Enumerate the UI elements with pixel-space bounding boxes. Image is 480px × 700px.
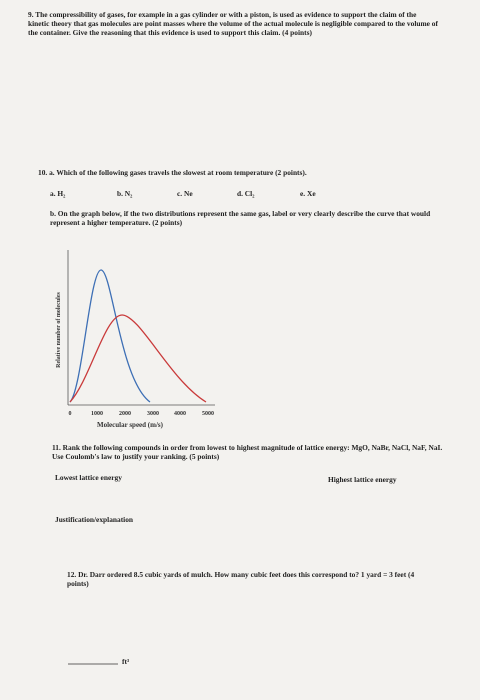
highest-label: Highest lattice energy [328, 475, 397, 484]
x-tick-label: 5000 [202, 411, 214, 417]
x-tick-label: 1000 [91, 411, 103, 417]
x-tick-label: 0 [69, 411, 72, 417]
question-9: 9. The compressibility of gases, for exa… [28, 10, 438, 37]
x-axis-label: Molecular speed (m/s) [97, 421, 164, 429]
option: e. Xe [300, 189, 316, 198]
y-axis-label: Relative number of molecules [56, 291, 62, 367]
question-12: 12. Dr. Darr ordered 8.5 cubic yards of … [67, 570, 415, 588]
lowest-label: Lowest lattice energy [55, 473, 122, 482]
question-10b: b. On the graph below, if the two distri… [50, 209, 431, 227]
option: a. H₂ [50, 189, 66, 198]
unit-label: ft³ [122, 657, 130, 666]
question-10a: 10. a. Which of the following gases trav… [38, 168, 307, 177]
x-tick-label: 4000 [174, 411, 186, 417]
option: c. Ne [177, 189, 193, 198]
distribution-curve [69, 269, 151, 403]
justification-label: Justification/explanation [55, 515, 134, 524]
x-tick-label: 2000 [119, 411, 131, 417]
question-11: 11. Rank the following compounds in orde… [52, 443, 443, 461]
option: b. N₂ [117, 189, 133, 198]
option: d. Cl₂ [237, 189, 255, 198]
x-tick-label: 3000 [147, 411, 159, 417]
distribution-curve [69, 314, 207, 403]
